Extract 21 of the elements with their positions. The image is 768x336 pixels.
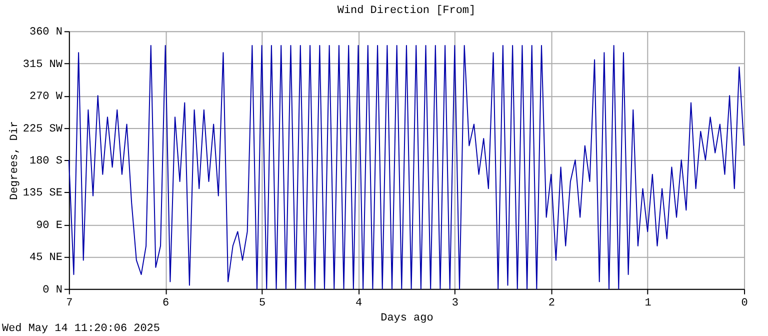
x-axis-title: Days ago — [380, 312, 434, 324]
x-tick-label: 2 — [548, 297, 555, 310]
chart-title: Wind Direction [From] — [337, 5, 476, 18]
y-tick-label: 90 E — [36, 220, 63, 232]
y-axis-title: Degrees, Dir — [8, 121, 21, 200]
y-tick-label: 360 N — [29, 26, 62, 39]
y-tick-label: 225 SW — [22, 123, 63, 136]
y-tick-label: 0 N — [42, 284, 62, 296]
x-tick-label: 4 — [355, 297, 362, 310]
y-tick-label: 315 NW — [22, 58, 63, 71]
x-tick-label: 3 — [452, 297, 458, 310]
x-tick-label: 1 — [644, 297, 652, 310]
x-tick-label: 6 — [162, 297, 170, 310]
x-tick-label: 7 — [66, 297, 73, 310]
x-tick-label: 5 — [259, 297, 266, 310]
x-tick-label: 0 — [741, 297, 748, 310]
y-tick-label: 270 W — [29, 91, 63, 104]
y-tick-label: 45 NE — [29, 252, 63, 264]
text: Wed May 14 11:20:06 2025 — [2, 322, 160, 335]
y-tick-label: 135 SE — [22, 188, 63, 200]
y-tick-label: 180 S — [29, 156, 63, 168]
